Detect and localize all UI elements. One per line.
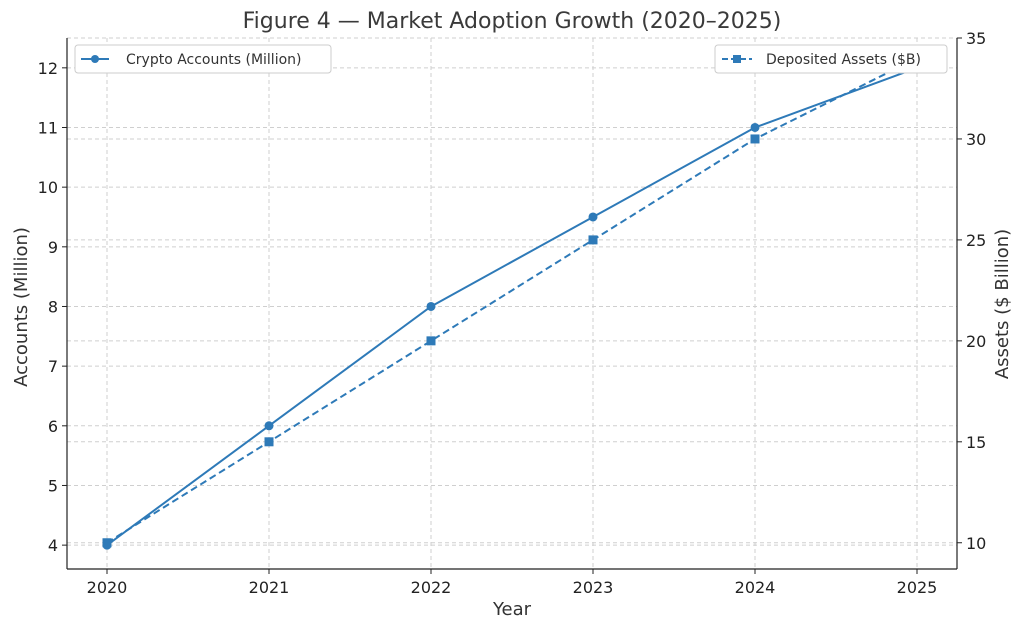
series-2-point	[588, 235, 598, 245]
series-2-point	[264, 437, 274, 447]
chart-title: Figure 4 — Market Adoption Growth (2020–…	[243, 9, 782, 34]
x-tick-label: 2022	[411, 578, 452, 597]
left-y-tick-label: 4	[48, 536, 58, 555]
grid-x	[106, 38, 918, 569]
right-y-tick-label: 20	[966, 332, 986, 351]
right-y-tick-label: 25	[966, 231, 986, 250]
x-tick-label: 2020	[87, 578, 128, 597]
left-y-axis-label: Accounts (Million)	[11, 227, 32, 387]
right-y-tick-label: 35	[966, 29, 986, 48]
left-y-ticks: 4 5 6 7 8 9 10 11 12	[38, 59, 67, 555]
x-tick-label: 2021	[249, 578, 290, 597]
x-tick-label: 2024	[735, 578, 776, 597]
series-line-2	[106, 57, 918, 544]
series-1-point	[426, 301, 436, 311]
series-1-point	[750, 122, 760, 132]
x-tick-label: 2025	[897, 578, 938, 597]
series-2-point	[750, 134, 760, 144]
legend-left-marker	[91, 55, 99, 63]
legend-left: Crypto Accounts (Million)	[74, 44, 332, 74]
left-y-tick-label: 8	[48, 297, 58, 316]
left-y-tick-label: 9	[48, 238, 58, 257]
x-ticks: 2020 2021 2022 2023 2024 2025	[87, 569, 938, 597]
axes	[66, 38, 958, 570]
left-y-tick-label: 10	[38, 178, 58, 197]
legend-left-label: Crypto Accounts (Million)	[126, 52, 301, 68]
legend-right-box	[714, 44, 948, 74]
legend-right-marker	[733, 55, 741, 63]
grid-y-right	[67, 37, 957, 544]
series-1-point	[588, 212, 598, 222]
x-axis-label: Year	[492, 599, 532, 620]
legend-left-box	[74, 44, 332, 74]
right-y-tick-label: 30	[966, 130, 986, 149]
legend-right: Deposited Assets ($B)	[714, 44, 948, 74]
legend-right-label: Deposited Assets ($B)	[766, 52, 921, 68]
right-y-ticks: 10 15 20 25 30 35	[957, 29, 986, 553]
series-line-1	[106, 66, 918, 546]
left-y-tick-label: 11	[38, 118, 58, 137]
series-group	[102, 53, 922, 550]
left-y-tick-label: 7	[48, 357, 58, 376]
left-y-tick-label: 5	[48, 476, 58, 495]
series-1-point	[264, 421, 274, 431]
left-y-tick-label: 6	[48, 417, 58, 436]
series-2-point	[426, 336, 436, 346]
left-y-tick-label: 12	[38, 59, 58, 78]
series-2-point	[102, 538, 112, 548]
right-y-axis-label: Assets ($ Billion)	[992, 229, 1013, 379]
right-y-tick-label: 10	[966, 534, 986, 553]
x-tick-label: 2023	[573, 578, 614, 597]
right-y-tick-label: 15	[966, 433, 986, 452]
